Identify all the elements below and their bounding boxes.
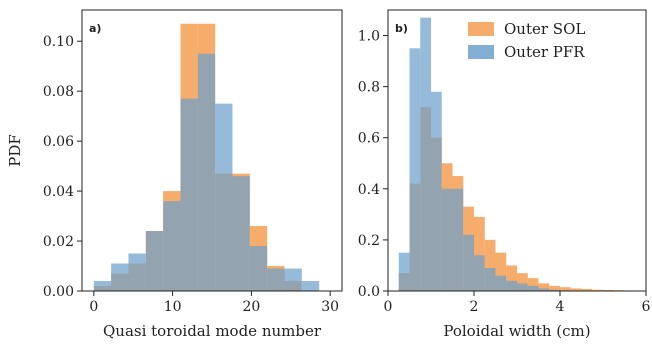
panel-b: 0 2 4 6 0.0 0.2 0.4 0.6 0.8 1.0 b) Poloidal widt… [358, 10, 651, 340]
y-tick-label: 0.02 [43, 234, 74, 250]
panel-a-pfr-bar [111, 264, 128, 291]
panel-a-label: a) [89, 22, 101, 35]
panel-a-pfr-bar [284, 269, 301, 291]
panel-a-pfr-bar [302, 281, 319, 291]
panel-a-y-axis-label: PDF [6, 134, 24, 167]
panel-b-label: b) [395, 22, 408, 35]
y-tick-label: 0.0 [358, 284, 380, 300]
x-tick-label: 2 [470, 299, 479, 315]
y-tick-label: 0.04 [43, 184, 74, 200]
panel-a-y-ticks: 0.00 0.02 0.04 0.06 0.08 0.10 [43, 34, 82, 300]
x-tick-label: 20 [242, 299, 260, 315]
legend-label-outer-pfr: Outer PFR [504, 43, 585, 61]
panel-a-pfr-bar [198, 54, 215, 291]
panel-a-pfr-bar [215, 104, 232, 291]
panel-b-pfr-bar [442, 189, 453, 291]
panel-b-pfr-bar [506, 281, 517, 291]
panel-b-x-ticks: 0 2 4 6 [384, 291, 651, 315]
y-tick-label: 0.08 [43, 84, 74, 100]
panel-b-pfr-bar [399, 253, 410, 291]
panel-a-pfr-bar [94, 281, 111, 291]
y-tick-label: 0.00 [43, 284, 74, 300]
y-tick-label: 0.8 [358, 80, 380, 96]
panel-b-pfr-bar [410, 48, 421, 291]
panel-b-pfr-bar [517, 283, 528, 291]
panel-b-y-ticks: 0.0 0.2 0.4 0.6 0.8 1.0 [358, 29, 388, 300]
panel-a-pfr-bar [250, 246, 267, 291]
y-tick-label: 0.4 [358, 182, 380, 198]
x-tick-label: 4 [556, 299, 565, 315]
panel-b-pfr-bar [496, 276, 507, 291]
legend-swatch-outer-sol [468, 22, 494, 36]
panel-a-pfr-bar [128, 254, 145, 291]
panel-a-x-axis-label: Quasi toroidal mode number [103, 322, 322, 340]
panel-a-pfr-bar [146, 231, 163, 291]
legend: Outer SOL Outer PFR [468, 20, 585, 61]
y-tick-label: 0.2 [358, 233, 380, 249]
panel-b-x-axis-label: Poloidal width (cm) [443, 322, 590, 340]
y-tick-label: 0.10 [43, 34, 74, 50]
legend-swatch-outer-pfr [468, 45, 494, 59]
legend-label-outer-sol: Outer SOL [504, 20, 585, 38]
panel-b-pfr-bar [528, 286, 539, 291]
panel-a-pfr-bar [180, 99, 197, 291]
x-tick-label: 30 [321, 299, 339, 315]
x-tick-label: 0 [89, 299, 98, 315]
panel-b-pfr-bar [485, 268, 496, 291]
panel-b-pfr-bar [474, 255, 485, 291]
x-tick-label: 6 [642, 299, 651, 315]
panel-a-x-ticks: 0 10 20 30 [89, 291, 339, 315]
panel-a: 0 10 20 30 0.00 0.02 0.04 0.06 0.08 0.10 a) Quas… [6, 10, 342, 340]
y-tick-label: 0.06 [43, 134, 74, 150]
panel-b-pfr-bar [420, 18, 431, 291]
panel-a-pfr-bar [267, 269, 284, 291]
panel-a-pfr-bar [163, 201, 180, 291]
panel-b-pfr-bar [453, 189, 464, 291]
panel-a-pfr-bar [232, 176, 249, 291]
y-tick-label: 1.0 [358, 29, 380, 45]
x-tick-label: 10 [164, 299, 182, 315]
panel-a-pfr-bars [94, 54, 319, 291]
y-tick-label: 0.6 [358, 131, 380, 147]
x-tick-label: 0 [384, 299, 393, 315]
panel-b-pfr-bar [463, 235, 474, 291]
panel-b-pfr-bar [431, 92, 442, 291]
